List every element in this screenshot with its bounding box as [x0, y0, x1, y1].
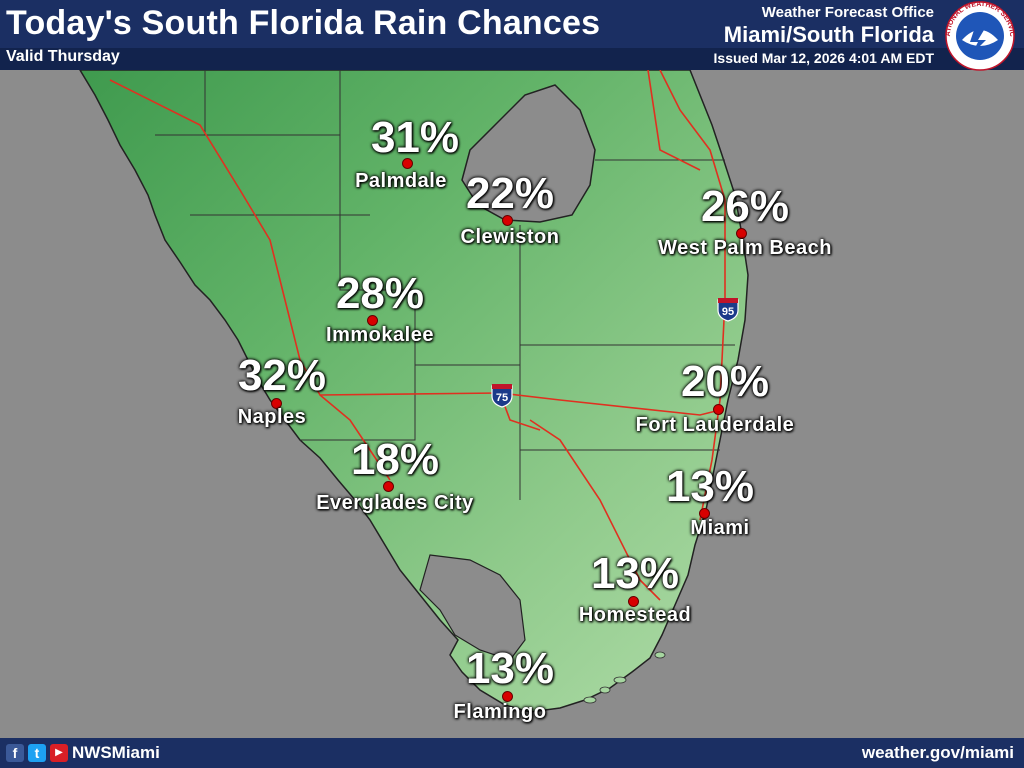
- city-immokalee: 28% Immokalee: [310, 269, 450, 347]
- city-dot-flamingo: [502, 691, 513, 702]
- interstate-95-shield: 95: [717, 298, 739, 322]
- header: Today's South Florida Rain Chances Valid…: [0, 0, 1024, 70]
- city-dot-west-palm-beach: [736, 228, 747, 239]
- city-naples: 32% Naples: [222, 351, 342, 429]
- rain-chance-value: 26%: [700, 182, 790, 231]
- twitter-icon[interactable]: t: [28, 744, 46, 762]
- city-dot-immokalee: [367, 315, 378, 326]
- city-everglades-city: 18% Everglades City: [300, 435, 490, 515]
- city-palmdale: 31% Palmdale: [350, 113, 480, 193]
- city-dot-naples: [271, 398, 282, 409]
- city-name: Homestead: [578, 604, 692, 626]
- interstate-75-label: 75: [496, 392, 508, 404]
- city-name: Everglades City: [316, 492, 474, 514]
- social-handle[interactable]: NWSMiami: [72, 743, 160, 762]
- interstate-95-label: 95: [722, 306, 734, 318]
- city-dot-clewiston: [502, 215, 513, 226]
- rain-chance-value: 13%: [465, 644, 555, 693]
- city-name: Clewiston: [460, 226, 560, 248]
- county-lines: [155, 70, 735, 500]
- facebook-icon[interactable]: f: [6, 744, 24, 762]
- city-name: West Palm Beach: [658, 237, 832, 259]
- header-subbar: [0, 48, 1024, 70]
- city-dot-miami: [699, 508, 710, 519]
- interstate-75-shield: 75: [491, 384, 513, 408]
- city-dot-fort-lauderdale: [713, 404, 724, 415]
- city-dot-everglades-city: [383, 481, 394, 492]
- footer: f t ▶ NWSMiami weather.gov/miami: [0, 738, 1024, 768]
- city-name: Miami: [690, 517, 750, 539]
- florida-bay: [419, 554, 526, 661]
- issued-time: Issued Mar 12, 2026 4:01 AM EDT: [713, 50, 934, 66]
- city-miami: 13% Miami: [650, 462, 770, 540]
- city-west-palm-beach: 26% West Palm Beach: [640, 182, 850, 260]
- office-label: Weather Forecast Office: [761, 4, 934, 21]
- city-dot-homestead: [628, 596, 639, 607]
- florida-keys: [583, 651, 666, 704]
- city-name: Flamingo: [453, 701, 547, 723]
- rain-chance-value: 22%: [465, 169, 555, 218]
- rain-chance-value: 32%: [237, 351, 327, 400]
- city-name: Fort Lauderdale: [635, 414, 795, 436]
- city-clewiston: 22% Clewiston: [445, 169, 575, 249]
- lake-okeechobee: [461, 84, 596, 223]
- rain-chance-value: 13%: [665, 462, 755, 511]
- office-name: Miami/South Florida: [723, 22, 934, 47]
- city-name: Palmdale: [355, 170, 447, 192]
- city-fort-lauderdale: 20% Fort Lauderdale: [625, 357, 825, 437]
- city-name: Immokalee: [326, 324, 434, 346]
- florida-land: [78, 69, 749, 713]
- city-flamingo: 13% Flamingo: [445, 644, 575, 724]
- youtube-icon[interactable]: ▶: [50, 744, 68, 762]
- city-dot-palmdale: [402, 158, 413, 169]
- rain-chance-value: 20%: [680, 357, 770, 406]
- valid-day: Valid Thursday: [6, 48, 120, 65]
- rain-chance-value: 31%: [370, 113, 460, 162]
- rain-chance-value: 13%: [590, 549, 680, 598]
- city-name: Naples: [237, 406, 307, 428]
- highways: [109, 69, 726, 601]
- website-link[interactable]: weather.gov/miami: [861, 743, 1014, 762]
- city-homestead: 13% Homestead: [565, 549, 705, 627]
- rain-chance-value: 28%: [335, 269, 425, 318]
- nws-logo: NATIONAL WEATHER SERVICE: [940, 0, 1015, 71]
- page-title: Today's South Florida Rain Chances: [6, 4, 601, 42]
- rain-chance-value: 18%: [350, 435, 440, 484]
